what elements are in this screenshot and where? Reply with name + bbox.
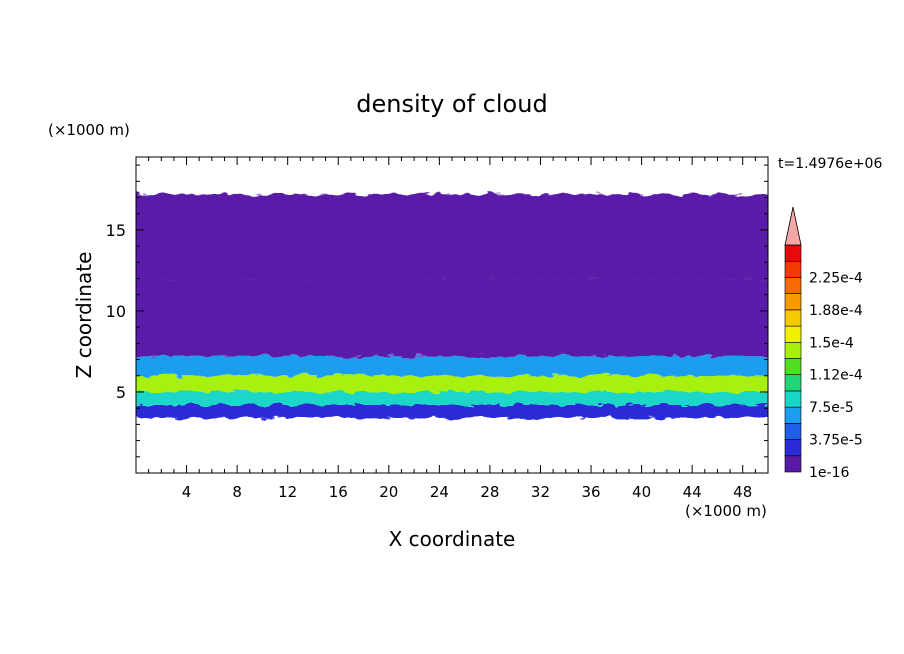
x-tick-label: 32 [531,483,550,501]
x-tick-label: 36 [581,483,600,501]
y-tick-label: 10 [106,302,126,321]
colorbar-segment [784,244,802,262]
x-axis: 4 8 12 16 20 24 28 32 36 40 44 48 [148,157,756,501]
cloud-field [136,194,768,418]
colorbar-segment [784,406,802,424]
time-label: t=1.4976e+06 [778,156,882,172]
y-axis-label: Z coordinate [72,252,96,379]
x-tick-label: 12 [278,483,297,501]
colorbar-extend-arrow [784,206,802,246]
colorbar-label: 1e-16 [809,465,849,481]
x-tick-label: 8 [232,483,242,501]
x-tick-label: 40 [632,483,651,501]
y-tick-label: 15 [106,221,126,240]
colorbar-label: 7.5e-5 [809,400,854,416]
cloud-layer [136,278,768,357]
x-tick-label: 48 [733,483,752,501]
colorbar-label: 1.12e-4 [809,368,863,384]
x-tick-label: 44 [683,483,702,501]
x-tick-label: 28 [480,483,499,501]
colorbar-segment [784,309,802,327]
x-unit-label: (×1000 m) [685,502,767,520]
x-tick-label: 24 [430,483,449,501]
colorbar-segment [784,358,802,376]
cloud-layer [136,194,768,279]
colorbar-segment [784,374,802,392]
colorbar-label: 1.88e-4 [809,303,863,319]
cloud-layer [136,375,768,392]
x-tick-label: 16 [329,483,348,501]
cloud-layer [136,391,768,405]
colorbar-segment [784,439,802,457]
colorbar-segment [784,423,802,440]
colorbar-segment [784,277,802,294]
colorbar: 1e-16 3.75e-5 7.5e-5 1.12e-4 1.5e-4 1.88e-4 2.… [784,206,863,481]
x-axis-label: X coordinate [389,527,516,551]
colorbar-segment [784,325,802,343]
chart-title: density of cloud [356,90,547,118]
colorbar-label: 2.25e-4 [809,270,863,286]
colorbar-segment [784,455,802,473]
y-tick-label: 5 [116,383,126,402]
colorbar-segment [784,293,802,311]
y-axis: 5 10 15 [106,164,768,458]
colorbar-label: 1.5e-4 [809,335,854,351]
x-tick-label: 20 [379,483,398,501]
x-tick-label: 4 [182,483,192,501]
cloud-layer [136,356,768,376]
colorbar-segment [784,260,802,278]
colorbar-label: 3.75e-5 [809,433,863,449]
y-unit-label: (×1000 m) [48,121,130,139]
colorbar-segment [784,341,802,359]
colorbar-segment [784,390,802,408]
cloud-layer [136,404,768,418]
